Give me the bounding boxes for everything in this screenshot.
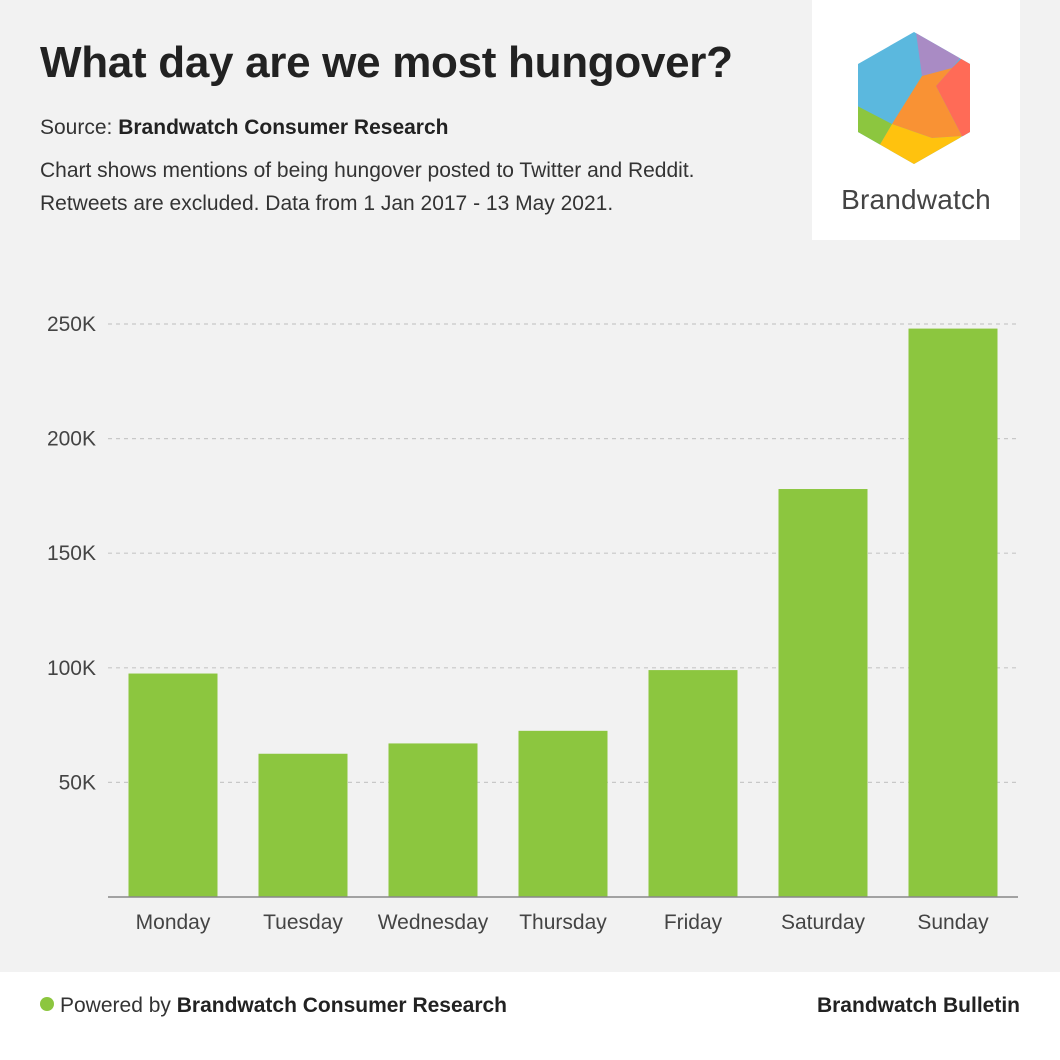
y-tick-label: 150K bbox=[47, 542, 96, 565]
y-tick-label: 250K bbox=[47, 313, 96, 336]
brandwatch-hexagon-icon bbox=[858, 32, 970, 164]
source-name: Brandwatch Consumer Research bbox=[118, 116, 449, 139]
x-tick-label: Thursday bbox=[519, 911, 607, 934]
bar bbox=[388, 743, 478, 897]
x-tick-label: Sunday bbox=[917, 911, 989, 934]
bar bbox=[518, 730, 608, 897]
y-tick-label: 200K bbox=[47, 428, 96, 451]
bar bbox=[258, 753, 348, 897]
description-line-1: Chart shows mentions of being hungover p… bbox=[40, 159, 695, 182]
chart-title: What day are we most hungover? bbox=[40, 38, 733, 87]
x-tick-label: Tuesday bbox=[263, 911, 343, 934]
x-tick-label: Saturday bbox=[781, 911, 866, 934]
bar bbox=[778, 489, 868, 897]
source-prefix: Source: bbox=[40, 116, 119, 139]
x-tick-label: Friday bbox=[664, 911, 723, 934]
x-tick-label: Monday bbox=[136, 911, 211, 934]
powered-by: Powered by Brandwatch Consumer Research bbox=[40, 994, 507, 1018]
bar bbox=[128, 673, 218, 897]
chart-description: Chart shows mentions of being hungover p… bbox=[40, 154, 810, 220]
bar bbox=[908, 328, 998, 897]
bar bbox=[648, 670, 738, 897]
source-line: Source: Brandwatch Consumer Research bbox=[40, 116, 449, 140]
bar-chart: 50K 100K 150K 200K 250K Monday Tuesday Wednesda… bbox=[47, 313, 1018, 934]
description-line-2: Retweets are excluded. Data from 1 Jan 2… bbox=[40, 192, 614, 215]
powered-prefix: Powered by bbox=[60, 994, 177, 1017]
y-tick-label: 100K bbox=[47, 657, 96, 680]
green-dot-icon bbox=[40, 997, 54, 1011]
brandwatch-logo-text: Brandwatch bbox=[841, 184, 991, 215]
x-tick-label: Wednesday bbox=[378, 911, 489, 934]
y-tick-label: 50K bbox=[59, 771, 96, 794]
brandwatch-bulletin: Brandwatch Bulletin bbox=[816, 994, 1020, 1017]
powered-name: Brandwatch Consumer Research bbox=[176, 994, 508, 1017]
footer: Powered by Brandwatch Consumer Research … bbox=[0, 972, 1060, 1060]
brand-logo-box: Brandwatch bbox=[812, 0, 1020, 240]
